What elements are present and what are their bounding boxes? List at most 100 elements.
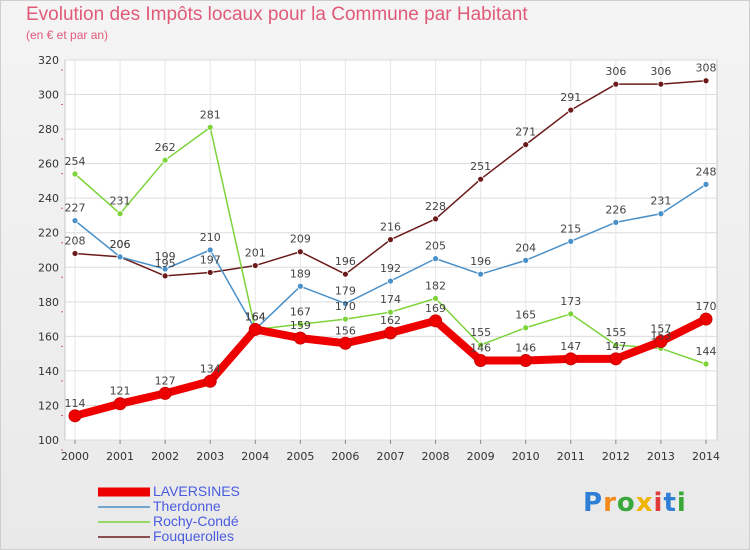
- data-label: 271: [515, 126, 536, 139]
- data-label: 165: [515, 309, 536, 322]
- data-label: 205: [425, 240, 446, 253]
- legend-swatch-laversines: [98, 487, 150, 497]
- data-label: 231: [650, 195, 671, 208]
- data-point: [612, 80, 620, 88]
- legend-swatch-fouquerolles: [98, 536, 150, 538]
- legend-label: Therdonne: [153, 498, 221, 514]
- x-tick-label: 2004: [241, 450, 269, 463]
- data-point: [71, 250, 79, 257]
- legend-swatch-therdonne: [98, 506, 150, 508]
- data-label: 306: [650, 65, 671, 78]
- data-point: [612, 218, 620, 226]
- data-point: [116, 253, 124, 261]
- data-label: 208: [65, 234, 86, 247]
- y-tick-label: 300: [38, 89, 59, 102]
- data-point: [432, 215, 439, 223]
- data-label: 199: [155, 250, 176, 263]
- x-tick-label: 2007: [376, 450, 404, 463]
- y-tick-label: 240: [38, 192, 59, 205]
- x-tick-label: 2012: [602, 450, 630, 463]
- data-point: [612, 341, 620, 349]
- data-label: 134: [200, 362, 221, 375]
- chart-title: Evolution des Impôts locaux pour la Comm…: [26, 4, 528, 25]
- data-label: 121: [110, 385, 131, 398]
- y-tick-label: 100: [38, 434, 59, 447]
- data-label: 174: [380, 293, 401, 306]
- legend-label: Rochy-Condé: [153, 513, 239, 529]
- data-label: 248: [695, 165, 716, 178]
- data-point: [206, 246, 214, 254]
- plot-area: [64, 59, 718, 441]
- data-label: 201: [245, 247, 266, 260]
- data-point: [657, 80, 665, 88]
- data-label: 206: [110, 238, 131, 251]
- x-tick-label: 2001: [106, 450, 134, 463]
- data-label: 306: [605, 65, 626, 78]
- data-label: 159: [290, 319, 311, 332]
- data-label: 196: [335, 255, 356, 268]
- data-label: 155: [470, 326, 491, 339]
- data-point: [383, 326, 397, 340]
- data-point: [161, 156, 169, 164]
- y-tick-label: 220: [38, 227, 59, 240]
- legend-label: Fouquerolles: [153, 528, 234, 544]
- x-tick-label: 2013: [647, 450, 675, 463]
- x-tick-label: 2003: [196, 450, 224, 463]
- data-label: 195: [155, 257, 176, 270]
- data-point: [71, 170, 79, 178]
- data-point: [296, 282, 304, 290]
- legend-item-fouquerolles: Fouquerolles: [98, 529, 240, 544]
- data-point: [477, 270, 485, 278]
- proxiti-logo: Proxiti: [583, 488, 687, 518]
- data-label: 209: [290, 233, 311, 246]
- data-label: 114: [65, 397, 86, 410]
- data-point: [429, 314, 443, 328]
- legend: LAVERSINES Therdonne Rochy-Condé Fouquer…: [98, 484, 240, 544]
- data-point: [522, 141, 530, 149]
- data-point: [567, 106, 575, 114]
- data-label: 227: [65, 202, 86, 215]
- data-point: [477, 175, 485, 183]
- x-tick-label: 2011: [557, 450, 585, 463]
- data-label: 157: [650, 323, 671, 336]
- data-label: 173: [560, 295, 581, 308]
- data-point: [387, 277, 394, 285]
- data-label: 196: [470, 255, 491, 268]
- data-point: [248, 322, 262, 336]
- data-point: [702, 360, 710, 368]
- data-label: 144: [695, 345, 716, 358]
- x-tick-label: 2002: [151, 450, 179, 463]
- data-label: 127: [155, 374, 176, 387]
- y-tick-label: 180: [38, 296, 59, 309]
- data-point: [161, 272, 169, 280]
- data-label: 189: [290, 267, 311, 280]
- data-label: 215: [560, 222, 581, 235]
- y-tick-label: 260: [38, 158, 59, 171]
- data-point: [609, 352, 623, 366]
- x-tick-label: 2008: [422, 450, 450, 463]
- data-label: 155: [605, 326, 626, 339]
- data-point: [296, 320, 304, 328]
- data-point: [113, 397, 127, 411]
- data-point: [564, 352, 578, 366]
- data-label: 206: [110, 238, 131, 251]
- data-point: [116, 210, 124, 218]
- data-point: [296, 248, 304, 256]
- logo-letter: i: [676, 488, 687, 518]
- data-point: [702, 77, 710, 85]
- data-point: [432, 294, 439, 302]
- x-tick-label: 2009: [467, 450, 495, 463]
- data-point: [251, 262, 259, 269]
- data-point: [68, 409, 82, 423]
- logo-letter: x: [635, 488, 654, 518]
- chart-subtitle: (en € et par an): [26, 28, 109, 42]
- data-label: 164: [245, 310, 266, 323]
- data-point: [567, 237, 575, 245]
- logo-letter: t: [663, 488, 677, 518]
- data-point: [432, 255, 439, 263]
- logo-letter: r: [603, 488, 617, 518]
- data-label: 231: [110, 195, 131, 208]
- data-point: [474, 354, 488, 368]
- data-label: 228: [425, 200, 446, 213]
